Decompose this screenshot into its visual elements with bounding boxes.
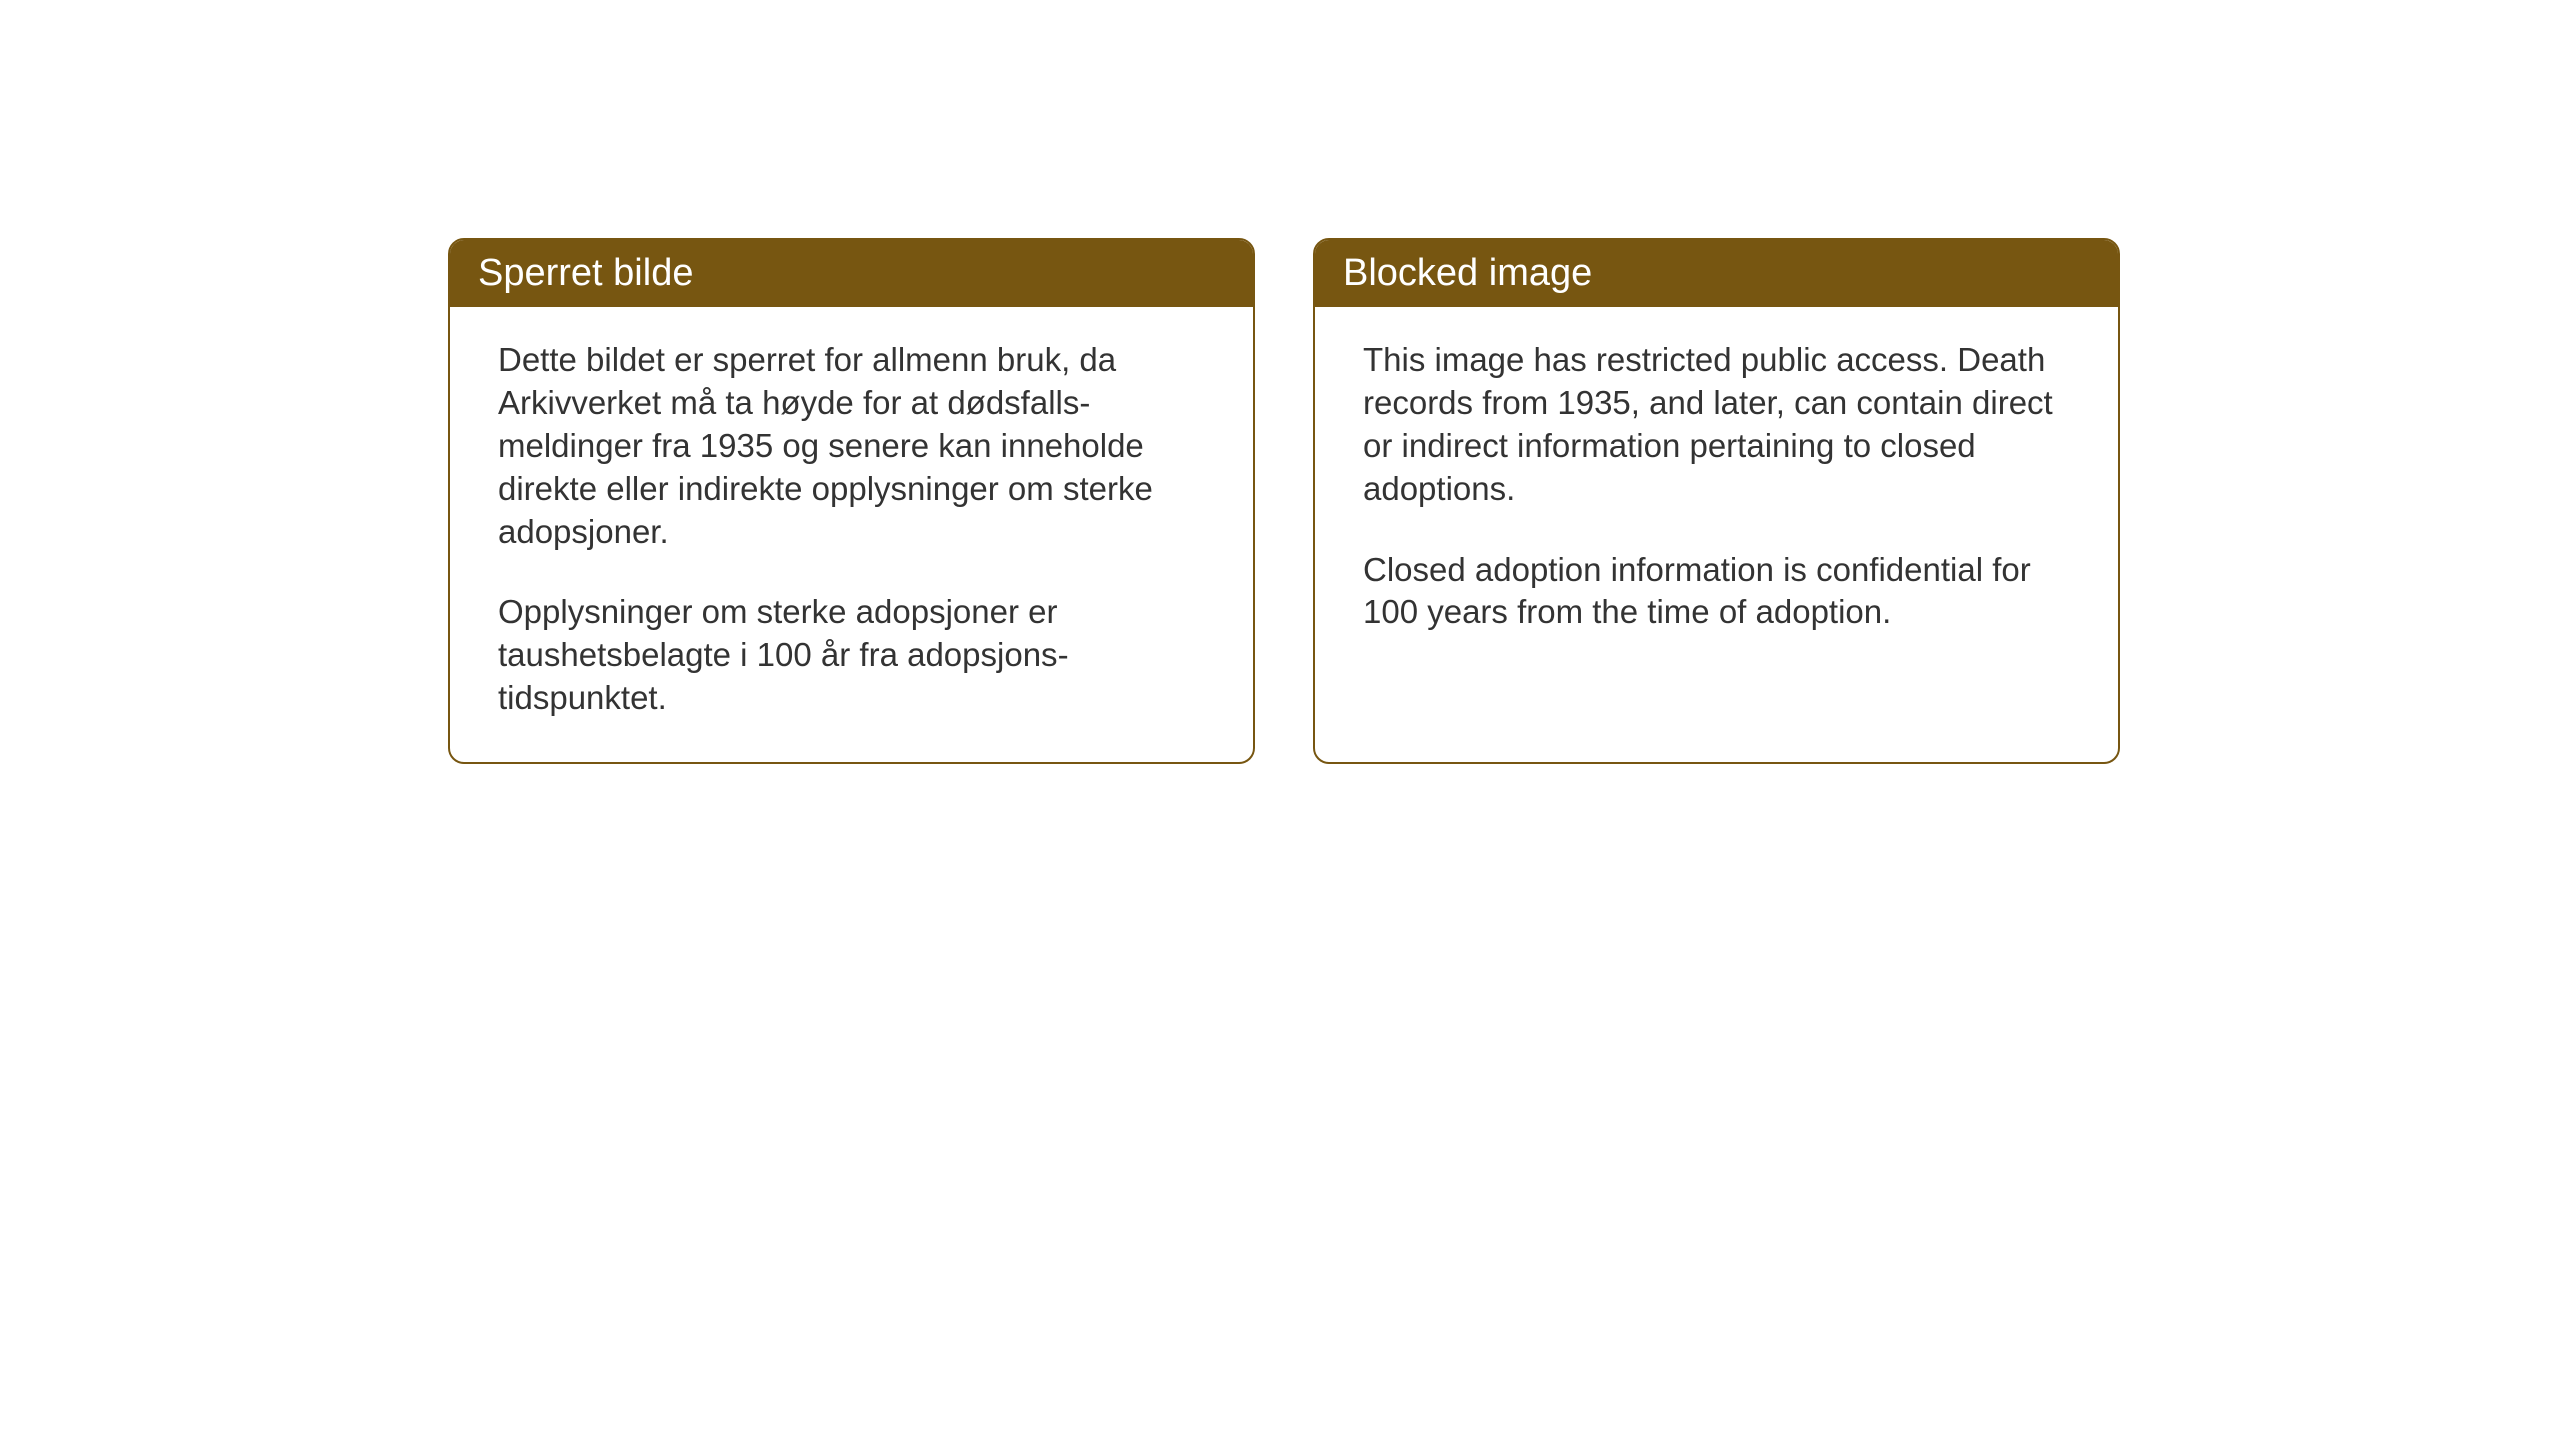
notice-body-english: This image has restricted public access.…	[1315, 307, 2118, 676]
notice-header-norwegian: Sperret bilde	[450, 240, 1253, 307]
notice-paragraph-2-english: Closed adoption information is confident…	[1363, 549, 2070, 635]
notice-card-norwegian: Sperret bilde Dette bildet er sperret fo…	[448, 238, 1255, 764]
notice-title-english: Blocked image	[1343, 252, 1592, 294]
notice-card-english: Blocked image This image has restricted …	[1313, 238, 2120, 764]
notice-paragraph-1-norwegian: Dette bildet er sperret for allmenn bruk…	[498, 339, 1205, 553]
notice-container: Sperret bilde Dette bildet er sperret fo…	[448, 238, 2120, 764]
notice-header-english: Blocked image	[1315, 240, 2118, 307]
notice-paragraph-1-english: This image has restricted public access.…	[1363, 339, 2070, 511]
notice-paragraph-2-norwegian: Opplysninger om sterke adopsjoner er tau…	[498, 591, 1205, 720]
notice-body-norwegian: Dette bildet er sperret for allmenn bruk…	[450, 307, 1253, 762]
notice-title-norwegian: Sperret bilde	[478, 252, 693, 294]
